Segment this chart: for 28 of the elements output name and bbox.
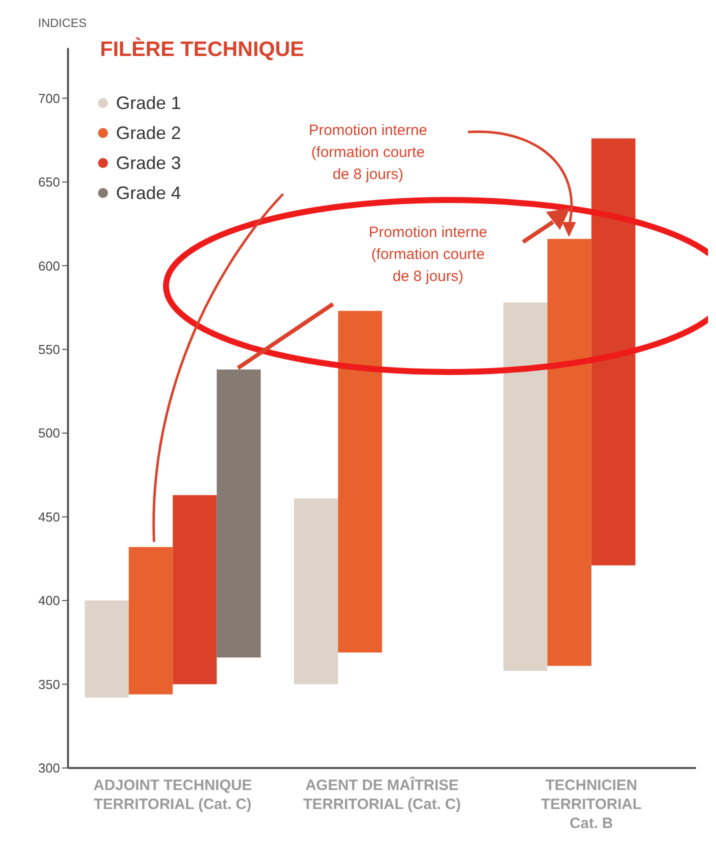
- y-tick-label: 350: [38, 676, 60, 692]
- legend-label: Grade 3: [115, 152, 182, 175]
- bar: [338, 310, 382, 652]
- x-tick-label: AGENT DE MAÎTRISE TERRITORIAL (Cat. C): [303, 776, 461, 813]
- y-tick-label: 550: [38, 342, 60, 358]
- annotation: Promotion interne (formation courte de 8 jours): [308, 121, 428, 185]
- bar: [84, 600, 129, 698]
- x-tick-label: TECHNICIEN TERRITORIAL Cat. B: [541, 777, 642, 832]
- y-axis-title: INDICES: [38, 16, 87, 30]
- x-tick-label: ADJOINT TECHNIQUE TERRITORIAL (Cat. C): [93, 777, 252, 813]
- legend-label: Grade 4: [115, 182, 182, 205]
- annotation: Promotion interne (formation courte de 8 jours): [368, 223, 488, 287]
- y-tick-label: 300: [38, 760, 60, 776]
- chart-title: FILÈRE TECHNIQUE: [100, 38, 304, 62]
- bar: [591, 138, 636, 566]
- bar: [172, 495, 217, 684]
- legend-label: Grade 2: [115, 122, 182, 145]
- y-tick-label: 450: [38, 509, 60, 524]
- y-tick-label: 500: [38, 426, 60, 441]
- bar: [503, 302, 548, 671]
- bar: [547, 238, 592, 666]
- y-tick-label: 400: [38, 593, 60, 608]
- legend-label: Grade 1: [115, 92, 182, 115]
- y-tick-label: 650: [38, 174, 60, 190]
- bar: [294, 498, 338, 684]
- bar: [128, 546, 173, 694]
- y-tick-label: 700: [38, 90, 60, 106]
- y-tick-label: 600: [38, 258, 60, 274]
